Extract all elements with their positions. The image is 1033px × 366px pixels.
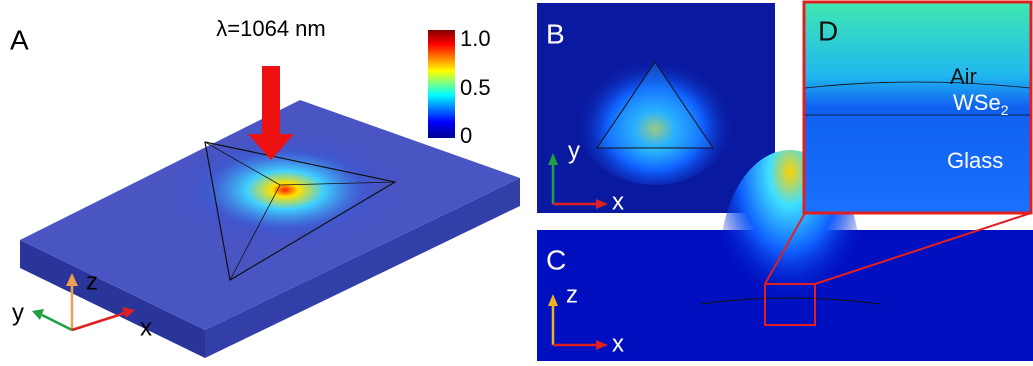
layer-label: WSe2 <box>953 90 1009 118</box>
axis-label: y <box>12 299 24 326</box>
panel-label: C <box>546 244 566 275</box>
figure: A λ=1064 nm 1.0 0.5 0 z y x B y x C <box>0 0 1033 361</box>
panel-b: B y x <box>537 3 775 215</box>
panel-d: D Air WSe2 Glass <box>804 2 1031 213</box>
panel-label: D <box>818 15 838 46</box>
layer-label: Air <box>950 64 977 89</box>
colorbar-tick: 0.5 <box>460 75 491 100</box>
arrow <box>262 66 280 136</box>
colorbar-tick: 1.0 <box>460 26 491 51</box>
axis-label: z <box>566 281 578 308</box>
field-hotspot <box>175 135 395 245</box>
panel-a: A λ=1064 nm 1.0 0.5 0 z y x <box>10 16 520 358</box>
panel-label: B <box>546 18 565 49</box>
axis-label: x <box>612 188 624 215</box>
axis-label: y <box>568 137 580 164</box>
panel-label: A <box>10 24 29 55</box>
wavelength: λ=1064 nm <box>216 16 325 41</box>
layer-text: WSe <box>953 90 1001 115</box>
layer-label: Glass <box>947 148 1003 173</box>
colorbar <box>428 30 455 138</box>
axis-label: x <box>140 314 152 341</box>
subscript: 2 <box>1001 102 1009 118</box>
axis-label: z <box>86 268 98 295</box>
axis-label: x <box>612 330 624 357</box>
colorbar-tick: 0 <box>460 123 472 148</box>
